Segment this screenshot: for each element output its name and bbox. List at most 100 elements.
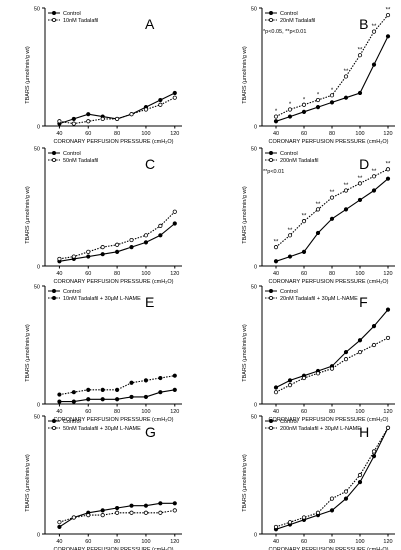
panel-g-data-point bbox=[100, 508, 105, 513]
panel-b-x-tick-label: 80 bbox=[329, 131, 335, 137]
panel-a-data-point bbox=[71, 121, 76, 126]
panel-d-significance-mark: ** bbox=[274, 240, 279, 246]
panel-f-series-line bbox=[275, 337, 389, 393]
panel-b-significance-mark: ** bbox=[344, 69, 349, 75]
panel-g-legend-label: 50nM Tadalafil + 30µM L-NAME bbox=[63, 426, 141, 432]
panel-f-label: F bbox=[359, 294, 368, 310]
panel-e-legend-marker bbox=[52, 295, 57, 300]
panel-a-legend-marker bbox=[52, 10, 57, 15]
panel-d-significance-mark: ** bbox=[344, 183, 349, 189]
panel-b-x-axis-title: CORONARY PERFUSION PRESSURE (cmH₂O) bbox=[269, 139, 389, 145]
panel-g-data-point bbox=[158, 501, 163, 506]
panel-f-data-point bbox=[329, 366, 335, 371]
panel-d-significance-mark: ** bbox=[386, 162, 391, 168]
panel-h-x-tick-label: 120 bbox=[383, 539, 392, 545]
panel-c-x-tick-label: 40 bbox=[56, 271, 62, 277]
panel-b-significance-mark: * bbox=[303, 97, 306, 103]
panel-h-data-point bbox=[343, 496, 349, 501]
panel-d-significance-mark: ** bbox=[316, 202, 321, 208]
panel-h-y-tick-label: 50 bbox=[251, 415, 257, 421]
panel-e-data-point bbox=[115, 387, 120, 392]
panel-e-data-point bbox=[129, 394, 134, 400]
panel-c-label: C bbox=[145, 156, 155, 172]
panel-g-data-point bbox=[129, 503, 134, 508]
panel-g-x-tick-label: 100 bbox=[141, 539, 150, 545]
panel-c-data-point bbox=[115, 249, 120, 254]
panel-e-legend-marker bbox=[52, 288, 57, 293]
panel-f-data-point bbox=[287, 378, 293, 383]
panel-h-legend-label: 200nM Tadalafil + 30µM L-NAME bbox=[280, 426, 361, 432]
panel-c-x-tick-label: 100 bbox=[141, 271, 150, 277]
panel-e-data-point bbox=[100, 397, 105, 402]
panel-e-data-point bbox=[115, 397, 120, 402]
panel-h-x-tick-label: 100 bbox=[355, 539, 364, 545]
panel-c-data-point bbox=[57, 256, 62, 262]
panel-e-data-point bbox=[57, 399, 62, 404]
panel-d-data-point bbox=[385, 176, 391, 181]
panel-e-data-point bbox=[143, 394, 149, 400]
panel-b-note: *p<0.05, **p<0.01 bbox=[263, 29, 306, 35]
panel-e-series-line bbox=[59, 375, 175, 396]
panel-h-legend-label: Control bbox=[280, 419, 298, 425]
panel-a-x-tick-label: 100 bbox=[141, 131, 150, 137]
panel-b-legend-marker bbox=[268, 10, 273, 15]
panel-b-x-tick-label: 40 bbox=[273, 131, 279, 137]
panel-h-data-point bbox=[315, 510, 321, 515]
panel-d-y-tick-label: 50 bbox=[251, 147, 257, 153]
panel-a: 0 50 40 60 80 100 120 CORONARY PERFUSION PRESSU… bbox=[25, 7, 182, 145]
panel-f-data-point bbox=[385, 335, 391, 341]
panel-g-data-point bbox=[86, 513, 91, 518]
panel-c-data-point bbox=[86, 249, 91, 254]
panel-e-data-point bbox=[129, 380, 134, 385]
panel-g-y-tick-label: 50 bbox=[34, 415, 40, 421]
panel-a-data-point bbox=[86, 112, 91, 117]
panel-g-data-point bbox=[100, 513, 105, 518]
panel-a-data-point bbox=[143, 107, 149, 112]
panel-b-data-point bbox=[357, 53, 363, 58]
panel-c-data-point bbox=[71, 254, 76, 259]
panel-f-data-point bbox=[301, 375, 307, 381]
panel-d-data-point bbox=[273, 259, 279, 264]
panel-b-data-point bbox=[301, 109, 307, 114]
panel-e-x-tick-label: 40 bbox=[56, 409, 62, 415]
panel-c-y-tick-label: 0 bbox=[37, 265, 40, 271]
panel-c-data-point bbox=[172, 221, 177, 226]
panel-f-data-point bbox=[273, 390, 279, 395]
panel-a-y-tick-label: 0 bbox=[37, 125, 40, 131]
panel-e-x-axis-title: CORONARY PERFUSION PRESSURE (cmH₂O) bbox=[54, 417, 174, 423]
panel-b-data-point bbox=[385, 12, 391, 18]
panel-h-y-axis-title: TBARS (µmol/min/g wt) bbox=[242, 454, 248, 512]
panel-d-x-tick-label: 40 bbox=[273, 271, 279, 277]
panel-d-significance-mark: ** bbox=[330, 190, 335, 196]
panel-f-x-tick-label: 60 bbox=[301, 409, 307, 415]
panel-g-y-axis-title: TBARS (µmol/min/g wt) bbox=[25, 454, 31, 512]
panel-g-x-axis-title: CORONARY PERFUSION PRESSURE (cmH₂O) bbox=[54, 547, 174, 550]
panel-b-significance-mark: * bbox=[289, 102, 292, 108]
panel-b-significance-mark: ** bbox=[358, 48, 363, 54]
panel-b-x-tick-label: 120 bbox=[383, 131, 392, 137]
panel-d-data-point bbox=[343, 188, 349, 193]
panel-c-data-point bbox=[143, 240, 149, 245]
panel-e-data-point bbox=[172, 373, 177, 378]
panel-d-data-point bbox=[357, 197, 363, 203]
panel-h-data-point bbox=[371, 454, 377, 459]
panel-h-x-tick-label: 40 bbox=[273, 539, 279, 545]
panel-b-data-point bbox=[301, 102, 307, 107]
panel-a-data-point bbox=[100, 116, 105, 122]
panel-d-data-point bbox=[287, 233, 293, 238]
panel-c-data-point bbox=[172, 209, 177, 214]
panel-h-series-line bbox=[275, 427, 389, 528]
panel-g-data-point bbox=[129, 510, 134, 515]
panel-e-data-point bbox=[143, 378, 149, 383]
panel-b-data-point bbox=[329, 100, 335, 105]
panel-b-label: B bbox=[359, 16, 368, 32]
panel-b-data-point bbox=[371, 29, 377, 34]
panel-h-x-tick-label: 80 bbox=[329, 539, 335, 545]
panel-g-label: G bbox=[145, 424, 156, 440]
panel-g-data-point bbox=[57, 524, 62, 530]
panel-f-data-point bbox=[371, 342, 377, 348]
panel-f-data-point bbox=[315, 371, 321, 376]
panel-d-data-point bbox=[343, 207, 349, 212]
panel-c-legend-label: Control bbox=[63, 151, 81, 157]
